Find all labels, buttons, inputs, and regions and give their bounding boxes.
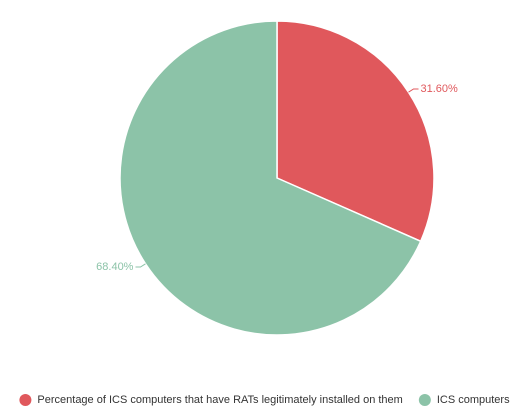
legend-label[interactable]: ICS computers: [437, 394, 510, 406]
legend-item[interactable]: Percentage of ICS computers that have RA…: [19, 394, 403, 406]
legend-marker[interactable]: [418, 394, 431, 406]
legend-marker[interactable]: [19, 394, 32, 406]
data-label: 68.40%: [96, 261, 134, 273]
label-leader: [135, 263, 146, 268]
pie-slice: [119, 20, 422, 336]
label-leader: [408, 88, 419, 93]
legend-item[interactable]: ICS computers: [418, 394, 510, 406]
legend-label[interactable]: Percentage of ICS computers that have RA…: [37, 394, 402, 406]
pie: [119, 20, 435, 336]
data-label: 31.60%: [421, 83, 459, 95]
legend: Percentage of ICS computers that have RA…: [19, 394, 510, 406]
data-labels: 31.60% 68.40%: [96, 83, 458, 273]
